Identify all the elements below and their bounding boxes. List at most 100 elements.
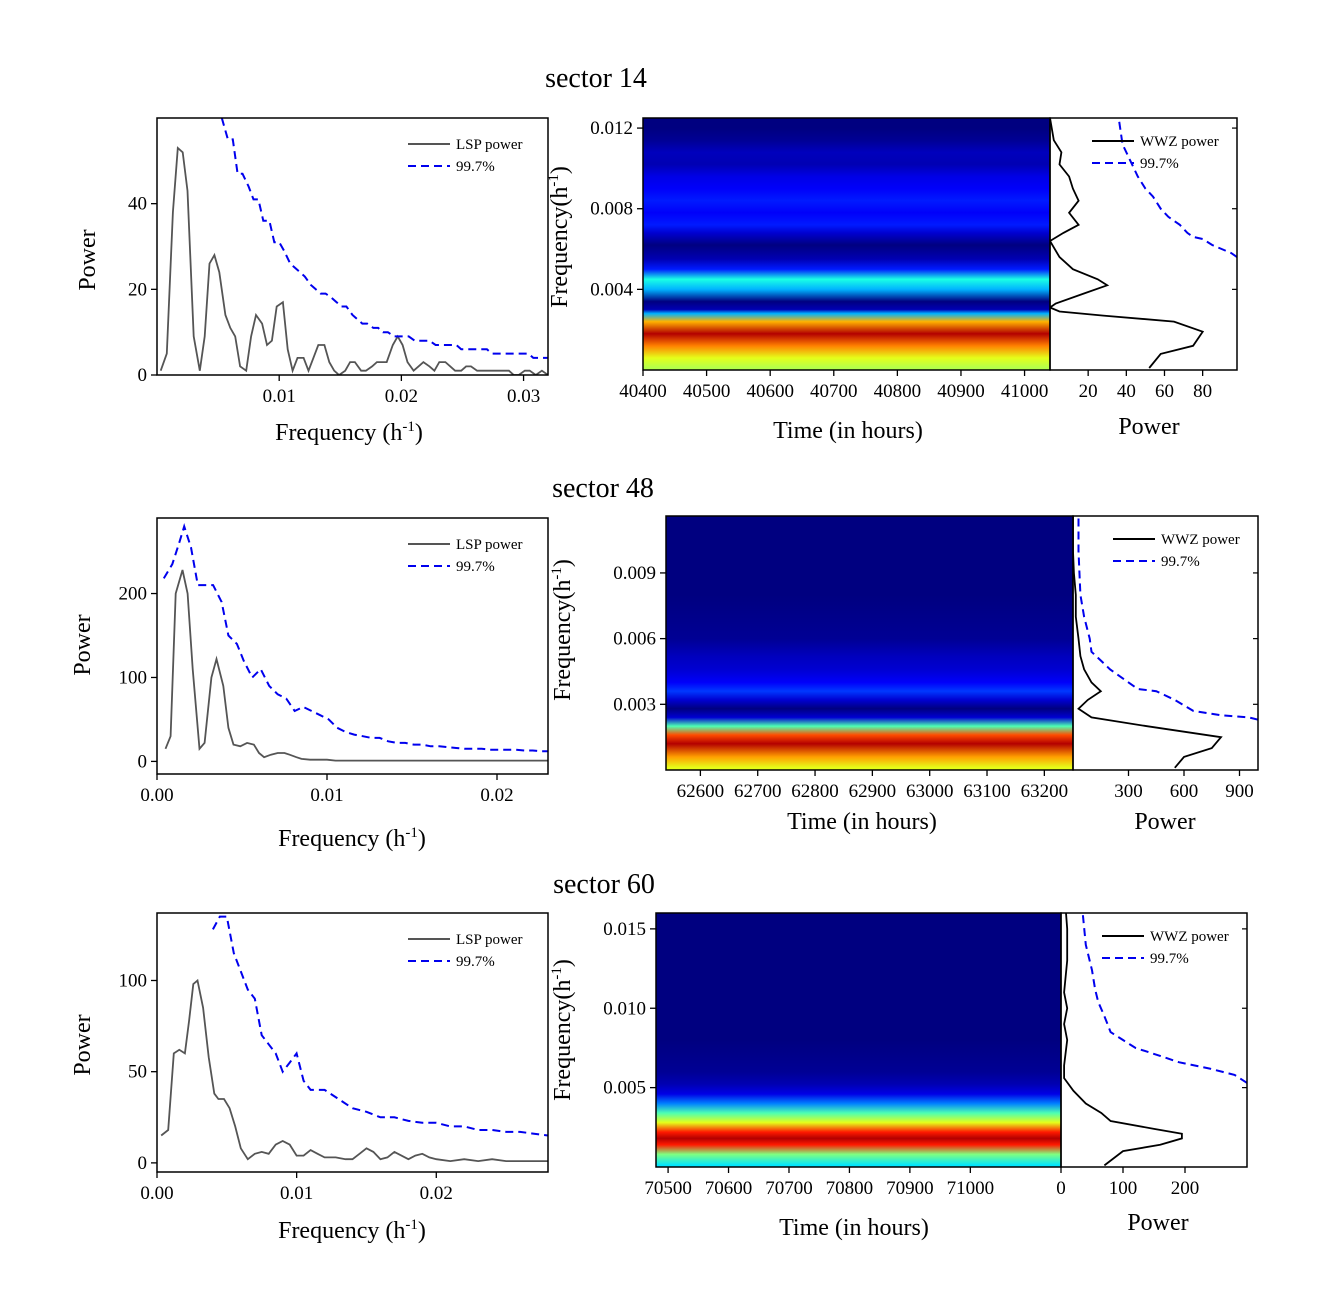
x-tick-label: 70600 [705,1178,753,1199]
x-tick-label: 300 [1114,781,1143,802]
sector-title: sector 60 [553,869,655,900]
x-tick-label: 0.03 [507,386,540,407]
legend-label: LSP power [456,137,523,153]
x-tick-label: 600 [1170,781,1199,802]
series-line-power [1050,118,1205,369]
x-tick-label: 62800 [791,781,839,802]
axis-label-text: Frequency (h [278,1218,405,1244]
series-line-threshold [1081,913,1247,1084]
sector-title: sector 14 [545,63,647,94]
legend-label: 99.7% [456,559,495,575]
x-tick-label: 62600 [677,781,725,802]
y-axis-label: Frequency(h-1) [549,959,576,1101]
x-tick-label: 70700 [765,1178,813,1199]
y-axis-label: Power [75,229,101,290]
wwz-heatmap-panel: 70500 70600 70700 70800 70900 71000 0.005 0.010… [549,912,1062,1241]
axis-label-text: Frequency (h [275,420,402,446]
wwz-heatmap-panel: 40400 40500 40600 40700 40800 40900 41000 0.004… [546,117,1051,444]
series-line-power [164,569,548,762]
plot-frame [1072,515,1259,771]
x-tick-label: 0.02 [385,386,418,407]
lsp-panel: 0.00 0.01 0.02 0 100 200 LSP power 99.7% Frequen… [70,517,549,852]
y-tick-label: 0.008 [590,199,633,220]
sector-title: sector 48 [552,473,654,504]
axis-label-tail: ) [547,166,573,174]
y-axis-label: Power [70,1014,96,1075]
plot-frame [1060,912,1248,1168]
legend-label: 99.7% [1140,156,1179,172]
x-tick-label: 40800 [874,381,922,402]
sector-row-1: sector 14 0.01 0.02 0.03 0 20 40 LSP power 99.7%… [75,63,1238,446]
legend-label: 99.7% [1150,951,1189,967]
sector-row-3: sector 60 0.00 0.01 0.02 0 50 100 LSP power 99.7… [70,869,1248,1244]
x-tick-label: 63200 [1021,781,1069,802]
x-axis-label: Power [1134,809,1195,835]
x-tick-label: 62900 [849,781,897,802]
legend-label: 99.7% [456,159,495,175]
y-axis-label: Power [70,614,96,675]
legend-label: LSP power [456,932,523,948]
lsp-panel: 0.01 0.02 0.03 0 20 40 LSP power 99.7% Frequency… [75,117,549,446]
axis-label-superscript: -1 [405,1217,418,1233]
legend-label: WWZ power [1161,532,1240,548]
x-tick-label: 40900 [937,381,985,402]
x-tick-label: 63000 [906,781,954,802]
x-axis-label: Time (in hours) [787,809,937,835]
wwz-heatmap-panel: 62600 62700 62800 62900 63000 63100 63200 0.003… [549,515,1074,835]
series-line-power [1063,913,1183,1167]
series-line-threshold [1077,516,1258,721]
y-tick-label: 0.006 [613,629,656,650]
x-tick-label: 900 [1225,781,1254,802]
legend-label: 99.7% [1161,554,1200,570]
legend-label: WWZ power [1150,929,1229,945]
x-tick-label: 0.02 [480,785,513,806]
x-tick-label: 40400 [619,381,667,402]
x-tick-label: 40600 [746,381,794,402]
y-tick-label: 0.010 [603,998,646,1019]
y-axis-label: Frequency(h-1) [549,559,576,701]
x-tick-label: 0.01 [280,1183,313,1204]
x-axis-label: Frequency (h-1) [275,419,423,446]
series-line-threshold [162,523,548,753]
x-tick-label: 20 [1079,381,1098,402]
lsp-panel: 0.00 0.01 0.02 0 50 100 LSP power 99.7% Frequenc… [70,912,549,1244]
axis-label-tail: ) [550,559,576,567]
y-tick-label: 0.003 [613,694,656,715]
heatmap-fill [666,516,1073,770]
x-tick-label: 200 [1171,1178,1200,1199]
y-tick-label: 0 [138,365,148,386]
axis-label-superscript: -1 [546,174,562,187]
legend-label: LSP power [456,537,523,553]
y-tick-label: 0 [138,1153,148,1174]
y-tick-label: 100 [119,667,148,688]
x-tick-label: 80 [1193,381,1212,402]
plot-frame [1049,117,1238,371]
plot-frame [156,117,549,376]
plot-frame [156,517,549,775]
legend-label: WWZ power [1140,134,1219,150]
axis-label-text: Frequency(h [547,187,573,308]
y-tick-label: 50 [128,1062,147,1083]
heatmap-fill [643,118,1050,370]
series-line-threshold [212,915,548,1137]
y-tick-label: 0.012 [590,118,633,139]
x-tick-label: 40 [1117,381,1136,402]
y-axis-label: Frequency(h-1) [546,166,573,308]
x-axis-label: Frequency (h-1) [278,1217,426,1244]
series-line-power [1073,516,1223,769]
x-tick-label: 40500 [683,381,731,402]
axis-label-tail: ) [418,826,426,852]
axis-label-superscript: -1 [402,419,415,435]
axis-label-text: Frequency (h [278,826,405,852]
axis-label-superscript: -1 [549,567,565,580]
x-tick-label: 40700 [810,381,858,402]
y-tick-label: 0.005 [603,1078,646,1099]
x-tick-label: 70500 [644,1178,692,1199]
x-tick-label: 0 [1056,1178,1066,1199]
x-tick-label: 0.02 [420,1183,453,1204]
axis-label-tail: ) [550,959,576,967]
series-line-threshold [1117,118,1237,258]
x-axis-label: Time (in hours) [779,1215,929,1241]
x-tick-label: 70800 [826,1178,874,1199]
